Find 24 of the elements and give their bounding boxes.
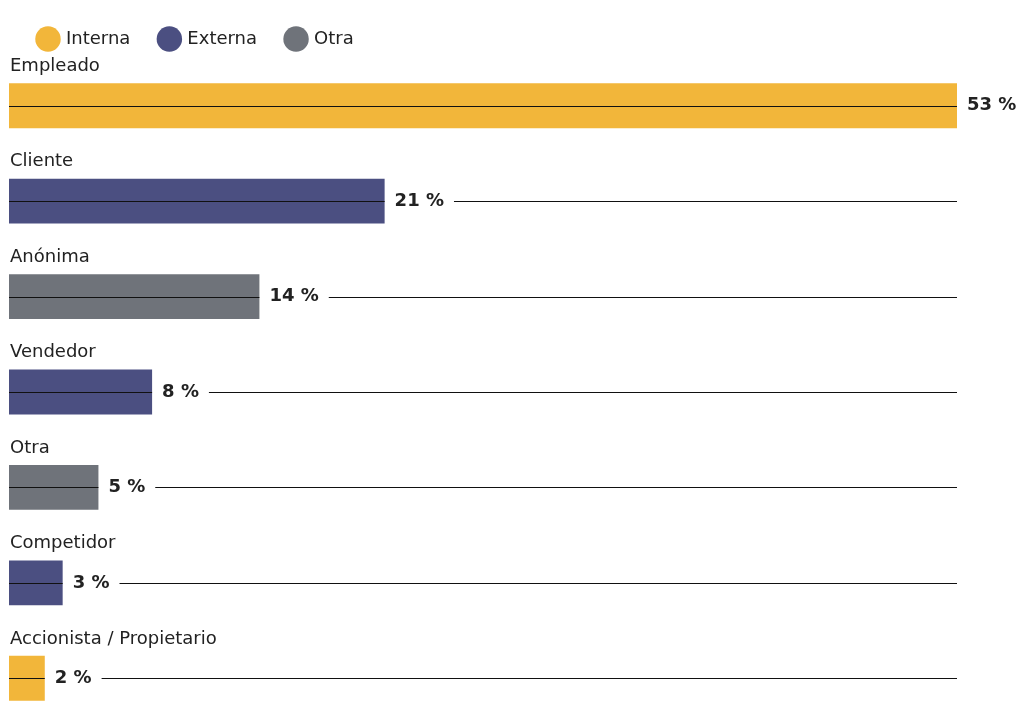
bar (9, 560, 63, 606)
bar (9, 369, 153, 415)
legend-label: Otra (314, 26, 354, 48)
y-tick-label: Vendedor (10, 340, 97, 362)
y-tick-label: Cliente (10, 149, 74, 171)
data-label: 3 % (72, 570, 110, 592)
y-tick-label: Otra (10, 435, 50, 457)
y-tick-label: Empleado (10, 53, 100, 75)
bar (9, 655, 45, 701)
data-label: 8 % (162, 379, 199, 401)
legend-label: Externa (187, 26, 258, 48)
legend-label: Interna (66, 26, 131, 48)
bar (9, 274, 260, 319)
y-tick-label: Competidor (10, 531, 117, 553)
bar (9, 465, 99, 510)
bar (9, 83, 957, 129)
data-label: 21 % (394, 188, 444, 210)
data-label: 53 % (967, 93, 1017, 115)
data-label: 2 % (54, 665, 92, 687)
data-label: 14 % (269, 284, 319, 306)
y-tick-label: Accionista / Propietario (10, 626, 217, 648)
y-tick-label: Anónima (10, 244, 90, 266)
data-label: 5 % (108, 475, 146, 497)
bar (9, 178, 385, 224)
